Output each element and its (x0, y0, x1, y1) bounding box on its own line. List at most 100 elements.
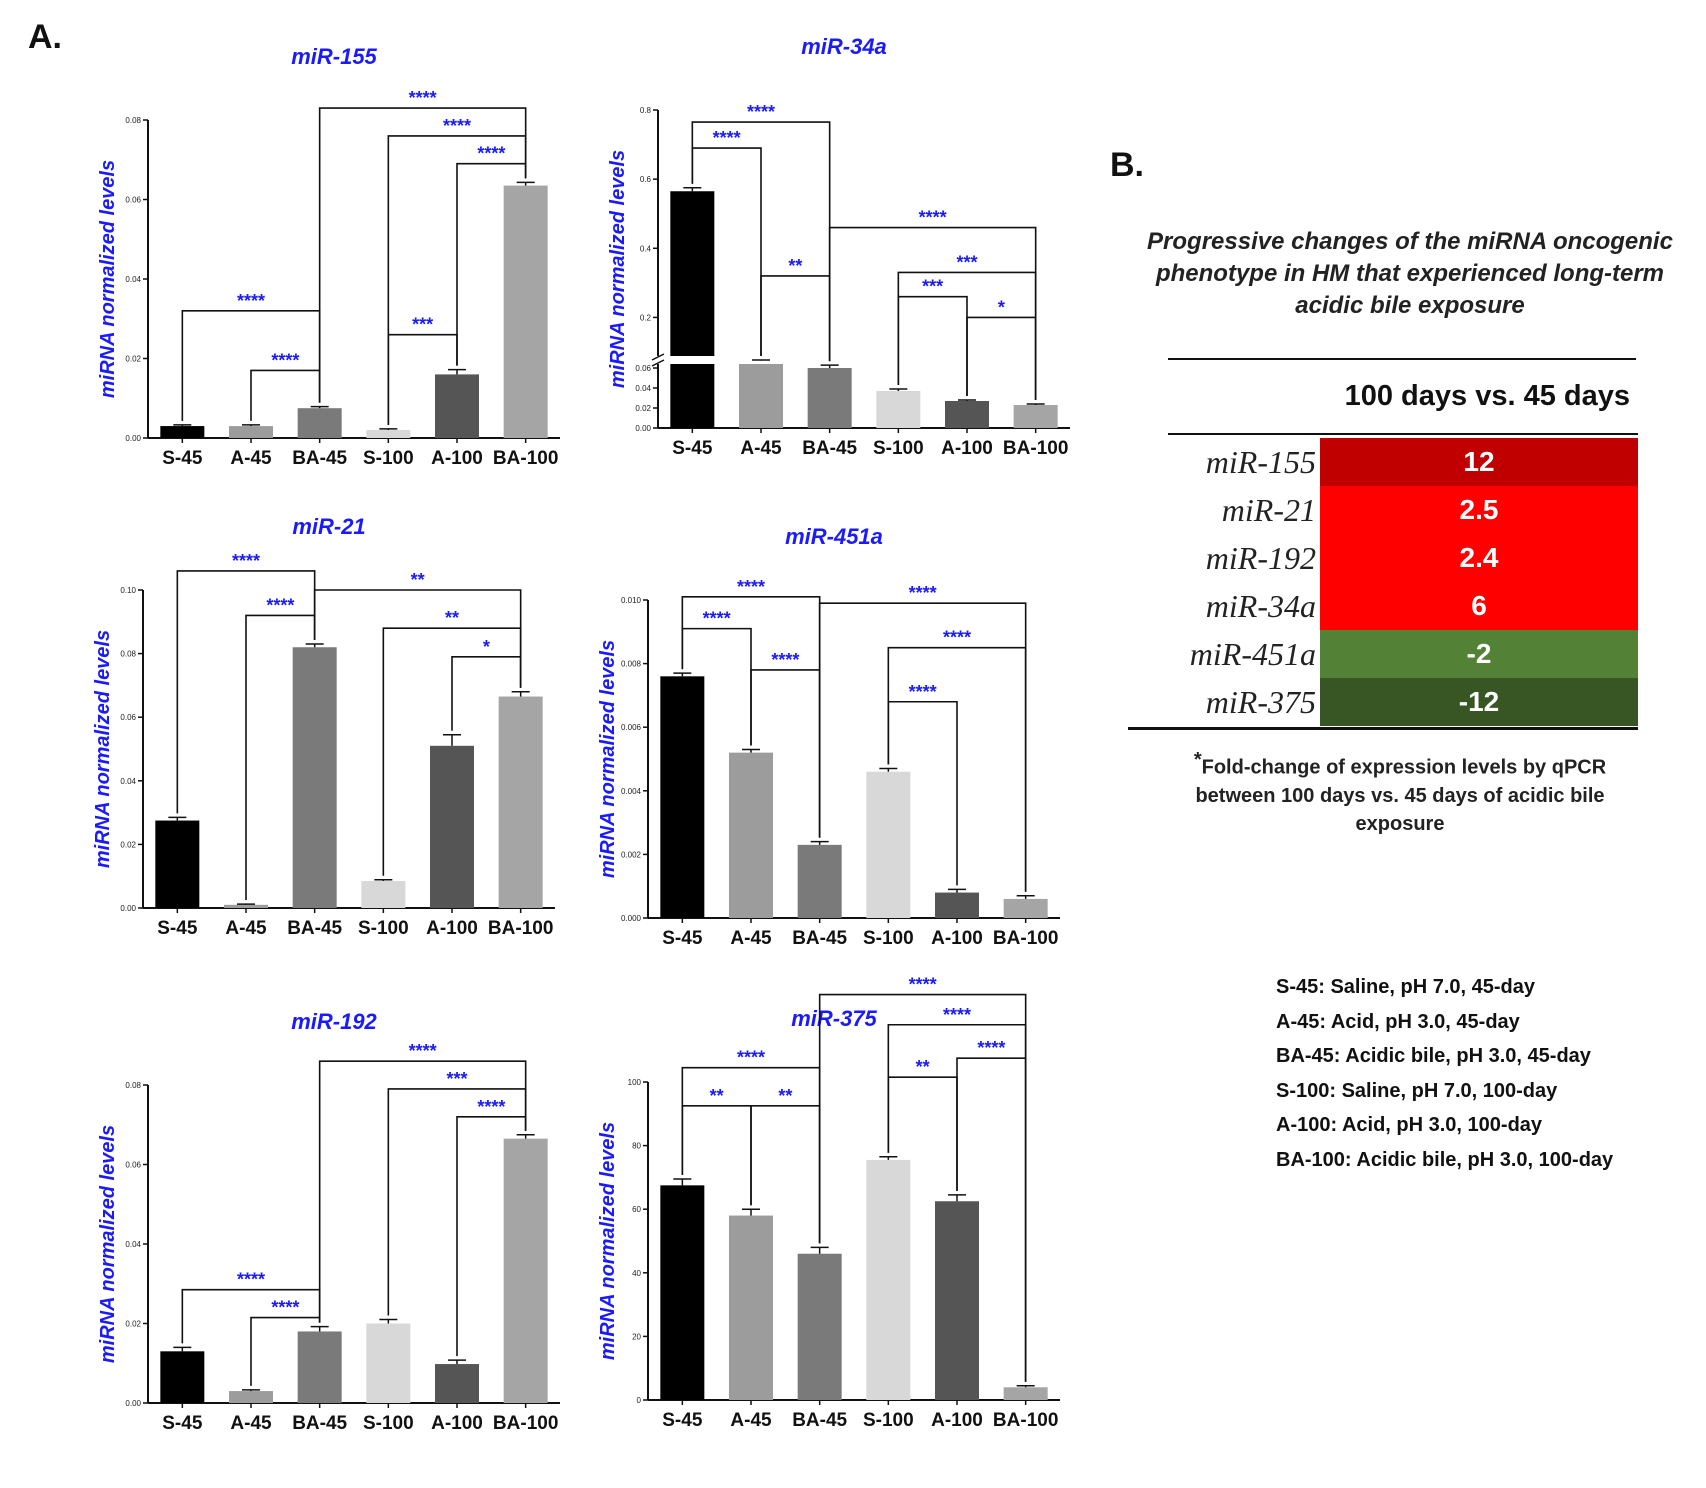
fold-change-value: -2 (1320, 630, 1638, 678)
bar-a-45 (739, 360, 783, 428)
significance-label: ** (411, 570, 425, 590)
fold-change-row: miR-155 12 (1118, 438, 1638, 486)
y-tick-label: 0.06 (635, 364, 651, 373)
x-tick-label: BA-100 (1003, 438, 1068, 459)
x-tick-label: S-100 (363, 1413, 414, 1434)
bar-ba-45 (797, 1253, 842, 1400)
significance-label: **** (271, 350, 299, 370)
x-tick-label: BA-45 (792, 928, 847, 949)
chart-mir-21: miR-21 miRNA normalized levels 0.00 0.02 0.0… (92, 514, 555, 939)
significance-label: **** (232, 551, 260, 571)
panel-b-label: B. (1110, 146, 1144, 184)
significance-label: * (998, 297, 1005, 317)
significance-label: **** (266, 595, 294, 615)
x-tick-label: S-100 (863, 928, 914, 949)
x-tick-label: BA-100 (493, 448, 558, 469)
chart-mir-34a: miR-34a miRNA normalized levels 0.00 0.02 0.… (607, 34, 1070, 459)
bar-ba-100 (503, 1138, 548, 1403)
y-tick-label: 0.002 (621, 850, 642, 859)
bar-ba-100 (1013, 405, 1058, 428)
bar-ba-100 (1003, 898, 1048, 918)
y-tick-label: 0.008 (621, 660, 642, 669)
x-tick-label: S-100 (873, 438, 924, 459)
legend-item: S-100: Saline, pH 7.0, 100-day (1276, 1079, 1558, 1102)
y-tick-label: 0.4 (640, 244, 652, 253)
x-tick-label: BA-100 (993, 1410, 1058, 1431)
table-top-rule (1168, 358, 1636, 360)
x-tick-label: S-45 (662, 928, 703, 949)
y-tick-label: 0.08 (125, 1081, 141, 1090)
significance-label: **** (409, 1041, 437, 1061)
significance-label: ** (916, 1057, 930, 1077)
x-tick-label: BA-45 (802, 438, 857, 459)
bar-ba-100 (1003, 1387, 1048, 1400)
significance-label: **** (237, 1270, 265, 1290)
table-footnote: *Fold-change of expression levels by qPC… (1180, 746, 1620, 838)
y-tick-label: 0.8 (640, 106, 652, 115)
x-tick-label: A-100 (431, 448, 483, 469)
significance-label: **** (919, 208, 947, 228)
legend-item: A-100: Acid, pH 3.0, 100-day (1276, 1114, 1543, 1136)
y-tick-label: 0.02 (120, 840, 136, 849)
y-tick-label: 0.2 (640, 313, 652, 322)
y-tick-label: 0.02 (125, 355, 141, 364)
x-tick-label: S-45 (157, 918, 198, 939)
bar-ba-45 (297, 408, 342, 438)
fold-change-value: 6 (1320, 582, 1638, 630)
fold-change-row: miR-192 2.4 (1118, 534, 1638, 582)
fold-change-row: miR-451a -2 (1118, 630, 1638, 678)
bar-s-45 (160, 426, 205, 438)
y-tick-label: 0 (637, 1396, 642, 1405)
significance-label: **** (443, 116, 471, 136)
bar-a-45 (729, 1215, 773, 1400)
bar-s-45 (160, 1351, 205, 1403)
significance-label: **** (713, 128, 741, 148)
x-tick-label: A-45 (730, 928, 772, 949)
bar-s-100 (876, 391, 921, 428)
x-tick-label: BA-100 (488, 918, 553, 939)
x-tick-label: BA-100 (493, 1413, 558, 1434)
x-tick-label: S-45 (162, 1413, 203, 1434)
fold-change-row: miR-21 2.5 (1118, 486, 1638, 534)
x-tick-label: S-45 (662, 1410, 703, 1431)
mirna-name: miR-192 (1205, 540, 1316, 576)
significance-label: * (483, 637, 490, 657)
bar-a-100 (935, 892, 979, 918)
bar-s-45 (155, 820, 200, 908)
fold-change-row: miR-34a 6 (1118, 582, 1638, 630)
chart-title: miR-375 (791, 1006, 877, 1031)
footnote-asterisk: * (1193, 749, 1202, 771)
significance-bracket (456, 1116, 527, 1357)
significance-bracket (966, 316, 1037, 400)
mirna-name: miR-21 (1221, 492, 1316, 528)
significance-label: **** (909, 583, 937, 603)
y-tick-label: 0.00 (120, 904, 136, 913)
y-tick-label: 60 (632, 1205, 641, 1214)
significance-label: **** (409, 88, 437, 108)
x-tick-label: BA-100 (993, 928, 1058, 949)
mirna-name: miR-34a (1205, 588, 1316, 624)
bar-s-100 (866, 1159, 911, 1400)
x-tick-label: S-100 (358, 918, 409, 939)
mirna-name: miR-375 (1205, 684, 1316, 720)
table-bottom-rule (1128, 727, 1638, 730)
mirna-name: miR-451a (1189, 636, 1316, 672)
bar-s-100 (361, 880, 406, 908)
chart-mir-192: miR-192 miRNA normalized levels 0.00 0.02 0.… (97, 1009, 560, 1434)
y-tick-label: 0.06 (125, 1161, 141, 1170)
footnote-text: Fold-change of expression levels by qPCR… (1195, 756, 1607, 835)
y-tick-label: 0.04 (125, 275, 141, 284)
significance-bracket (897, 295, 968, 396)
y-tick-label: 0.04 (125, 1240, 141, 1249)
y-tick-label: 0.02 (125, 1320, 141, 1329)
bar-s-45 (660, 1185, 705, 1400)
chart-title: miR-155 (291, 44, 377, 69)
y-tick-label: 0.04 (635, 384, 651, 393)
bar-break-gap (669, 356, 716, 364)
bar-ba-100 (503, 185, 548, 438)
significance-label: **** (747, 102, 775, 122)
x-tick-label: A-100 (426, 918, 478, 939)
chart-title: miR-451a (785, 524, 883, 549)
significance-label: ** (445, 608, 459, 628)
x-tick-label: A-45 (740, 438, 782, 459)
